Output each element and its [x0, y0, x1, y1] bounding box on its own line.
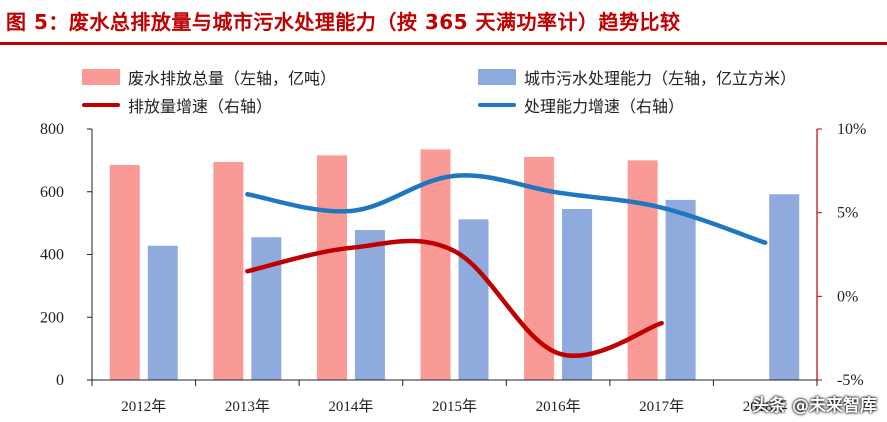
bar-discharge-5	[627, 160, 658, 380]
bar-capacity-6	[769, 194, 800, 380]
legend-label-discharge-total: 废水排放总量（左轴，亿吨）	[128, 69, 337, 88]
bar-capacity-1	[251, 237, 282, 380]
legend-swatch-discharge-total	[82, 69, 120, 85]
bar-discharge-3	[420, 149, 451, 380]
x-tick-label-4: 2016年	[536, 398, 581, 415]
x-tick-label-3: 2015年	[432, 398, 477, 415]
legend-swatch-treatment-capacity	[478, 69, 516, 85]
legend-discharge-growth: 排放量增速（右轴）	[82, 93, 272, 117]
bar-capacity-4	[562, 209, 593, 380]
legend-label-discharge-growth: 排放量增速（右轴）	[128, 97, 273, 116]
left-tick-label-400: 400	[40, 247, 64, 264]
legend-capacity-growth: 处理能力增速（右轴）	[478, 93, 684, 117]
x-tick-label-5: 2017年	[639, 398, 684, 415]
line-capacity-growth	[245, 173, 768, 246]
x-tick-label-0: 2012年	[121, 398, 166, 415]
left-tick-label-600: 600	[40, 184, 64, 201]
left-tick-label-800: 800	[40, 121, 64, 138]
left-tick-label-0: 0	[56, 372, 64, 389]
legend-swatch-capacity-growth	[478, 103, 516, 107]
watermark: 头条 @未来智库	[752, 396, 877, 416]
legend-swatch-discharge-growth	[82, 103, 120, 107]
line-discharge-growth	[245, 238, 664, 358]
bar-discharge-1	[213, 161, 244, 380]
right-tick-label-0: -5%	[837, 372, 864, 389]
chart-title: 图 5：废水总排放量与城市污水处理能力（按 365 天满功率计）趋势比较	[6, 10, 681, 34]
right-tick-label-1: 0%	[837, 288, 858, 305]
bar-capacity-3	[458, 219, 489, 380]
right-tick-label-2: 5%	[837, 205, 858, 222]
legend-label-treatment-capacity: 城市污水处理能力（左轴，亿立方米）	[524, 69, 797, 88]
bar-capacity-0	[147, 245, 178, 380]
bar-discharge-2	[316, 155, 347, 380]
left-tick-label-200: 200	[40, 309, 64, 326]
bar-capacity-2	[354, 230, 385, 380]
bar-discharge-0	[109, 165, 140, 380]
legend-discharge-total: 废水排放总量（左轴，亿吨）	[82, 65, 336, 89]
legend-treatment-capacity: 城市污水处理能力（左轴，亿立方米）	[478, 65, 796, 89]
legend-label-capacity-growth: 处理能力增速（右轴）	[524, 97, 685, 116]
x-tick-label-1: 2013年	[225, 398, 270, 415]
bar-capacity-5	[665, 199, 696, 380]
title-divider	[0, 42, 887, 45]
right-tick-label-3: 10%	[837, 121, 866, 138]
x-tick-label-6: 2018年	[743, 398, 788, 415]
x-tick-label-2: 2014年	[328, 398, 373, 415]
